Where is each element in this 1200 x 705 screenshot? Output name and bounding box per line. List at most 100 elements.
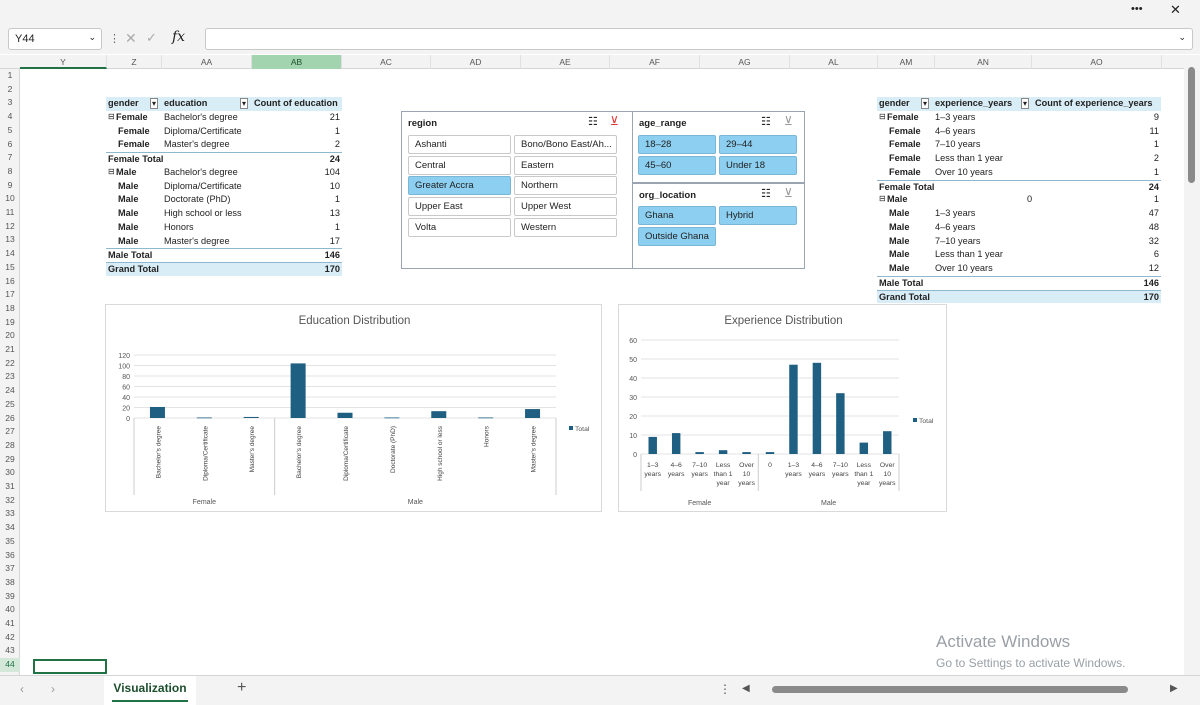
column-header[interactable]: AE	[521, 55, 610, 69]
cancel-icon[interactable]: ✕	[125, 30, 137, 46]
column-header[interactable]: AA	[162, 55, 252, 69]
row-header[interactable]: 26	[5, 412, 15, 423]
row-header[interactable]: 14	[5, 248, 15, 259]
row-header[interactable]: 18	[5, 302, 15, 313]
row-header[interactable]: 13	[5, 234, 15, 245]
pivot-row[interactable]: Female 7–10 years 1	[877, 138, 1161, 152]
column-header[interactable]: AD	[431, 55, 521, 69]
row-header[interactable]: 36	[5, 549, 15, 560]
next-sheet-icon[interactable]: ›	[51, 682, 55, 696]
filter-dropdown-icon[interactable]: ▾	[1021, 98, 1030, 109]
insert-function-icon[interactable]: fx	[172, 29, 186, 45]
row-header[interactable]: 20	[5, 330, 15, 341]
education-chart[interactable]: Education Distribution 0 20 40 60 80 100 120 Bac…	[105, 304, 602, 512]
region-slicer[interactable]: region ☷ ⊻ Ashanti Bono/Bono East/Ah... Ce…	[401, 111, 633, 269]
slicer-item[interactable]: Western	[514, 217, 617, 237]
pivot-header-cell[interactable]: Count of experience_years	[1035, 98, 1153, 108]
row-header[interactable]: 25	[5, 398, 15, 409]
clear-filter-icon[interactable]: ⊻	[784, 186, 793, 200]
multi-select-icon[interactable]: ☷	[761, 188, 771, 200]
row-header[interactable]: 19	[5, 316, 15, 327]
more-vertical-icon[interactable]: ⋮	[109, 33, 120, 45]
multi-select-icon[interactable]: ☷	[588, 116, 598, 128]
slicer-item[interactable]: Outside Ghana	[638, 227, 716, 246]
column-header[interactable]: AF	[610, 55, 700, 69]
row-header[interactable]: 28	[5, 439, 15, 450]
pivot-row[interactable]: Male Less than 1 year 6	[877, 248, 1161, 262]
row-header[interactable]: 10	[5, 193, 15, 204]
row-header[interactable]: 32	[5, 494, 15, 505]
more-options-icon[interactable]: •••	[1131, 3, 1143, 15]
row-header[interactable]: 9	[7, 179, 13, 190]
pivot-row[interactable]: Male Honors 1	[106, 221, 342, 235]
collapse-icon[interactable]: ⊟	[879, 194, 886, 204]
row-header[interactable]: 3	[7, 97, 13, 108]
pivot-row[interactable]: Grand Total 170	[106, 262, 342, 276]
clear-filter-icon[interactable]: ⊻	[784, 114, 793, 128]
column-header[interactable]: AN	[935, 55, 1032, 69]
row-header[interactable]: 37	[5, 563, 15, 574]
row-header[interactable]: 7	[7, 152, 13, 163]
collapse-icon[interactable]: ⊟	[879, 111, 886, 121]
row-header[interactable]: 41	[5, 618, 15, 628]
org-location-slicer[interactable]: org_location ☷ ⊻ Ghana Hybrid Outside Ghan…	[632, 183, 805, 269]
pivot-header-cell[interactable]: gender	[879, 98, 910, 108]
row-header[interactable]: 2	[7, 83, 13, 94]
pivot-row[interactable]: Male Doctorate (PhD) 1	[106, 193, 342, 207]
row-header[interactable]: 23	[5, 371, 15, 382]
pivot-row[interactable]: Female 4–6 years 11	[877, 125, 1161, 139]
scroll-thumb[interactable]	[1188, 67, 1195, 183]
slicer-item[interactable]: 29–44	[719, 135, 797, 154]
row-header[interactable]: 5	[7, 124, 13, 135]
pivot-header-cell[interactable]: experience_years	[935, 98, 1013, 108]
clear-filter-icon[interactable]: ⊻	[610, 114, 619, 128]
row-header[interactable]: 39	[5, 590, 15, 601]
pivot-row[interactable]: Male Over 10 years 12	[877, 262, 1161, 276]
row-header[interactable]: 40	[5, 604, 15, 615]
pivot-row[interactable]: Female Less than 1 year 2	[877, 152, 1161, 166]
column-header[interactable]: AC	[342, 55, 431, 69]
slicer-item[interactable]: 45–60	[638, 156, 716, 175]
prev-sheet-icon[interactable]: ‹	[20, 682, 24, 696]
pivot-row[interactable]: ⊟ Female Bachelor's degree 21	[106, 111, 342, 125]
row-header[interactable]: 24	[5, 385, 15, 396]
column-header[interactable]: AG	[700, 55, 790, 69]
filter-dropdown-icon[interactable]: ▾	[921, 98, 930, 109]
row-header[interactable]: 11	[5, 207, 15, 217]
pivot-row[interactable]: Male 1–3 years 47	[877, 207, 1161, 221]
vertical-scrollbar[interactable]	[1184, 55, 1200, 675]
column-header[interactable]: AM	[878, 55, 935, 69]
pivot-row[interactable]: Female Diploma/Certificate 1	[106, 125, 342, 139]
h-scroll-thumb[interactable]	[772, 686, 1128, 693]
pivot-header-cell[interactable]: education	[164, 98, 208, 108]
slicer-item[interactable]: Upper East	[408, 197, 511, 217]
row-header[interactable]: 21	[5, 344, 15, 354]
name-box[interactable]: Y44 ⌄	[8, 28, 102, 50]
row-header[interactable]: 22	[5, 357, 15, 368]
more-vertical-icon[interactable]: ⋮	[719, 682, 731, 696]
row-header[interactable]: 16	[5, 275, 15, 286]
pivot-row[interactable]: ⊟ Female 1–3 years 9	[877, 111, 1161, 125]
experience-chart[interactable]: Experience Distribution 0 10 20 30 40 50 60 1–3 y…	[618, 304, 947, 512]
pivot-row[interactable]: Female Over 10 years 1	[877, 166, 1161, 180]
slicer-item[interactable]: Ghana	[638, 206, 716, 225]
pivot-row[interactable]: Male Total 146	[106, 248, 342, 262]
pivot-row[interactable]: Male 7–10 years 32	[877, 235, 1161, 249]
close-icon[interactable]: ✕	[1170, 2, 1181, 17]
chevron-down-icon[interactable]: ⌄	[88, 32, 96, 42]
row-header[interactable]: 30	[5, 467, 15, 478]
pivot-row[interactable]: Grand Total 170	[877, 289, 1161, 304]
scroll-left-icon[interactable]: ◀	[742, 683, 750, 694]
row-header[interactable]: 4	[7, 111, 13, 122]
slicer-item[interactable]: Central	[408, 155, 511, 175]
pivot-row[interactable]: Female Total 24	[106, 152, 342, 166]
slicer-item[interactable]: Upper West	[514, 197, 617, 217]
multi-select-icon[interactable]: ☷	[761, 116, 771, 128]
row-header[interactable]: 34	[5, 522, 15, 533]
pivot-row[interactable]: ⊟ Male Bachelor's degree 104	[106, 166, 342, 180]
row-header[interactable]: 1	[7, 70, 13, 80]
column-header[interactable]: Y	[20, 55, 107, 69]
row-header[interactable]: 43	[5, 645, 15, 656]
slicer-item[interactable]: 18–28	[638, 135, 716, 154]
collapse-icon[interactable]: ⊟	[108, 166, 115, 176]
